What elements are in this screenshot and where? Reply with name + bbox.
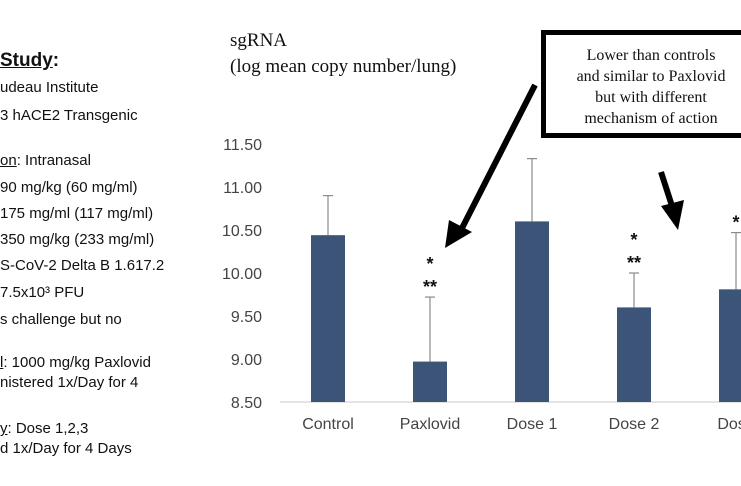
study-line: 175 mg/ml (117 mg/ml) (0, 205, 154, 222)
callout-arrow-shaft (455, 83, 538, 238)
significance-marker: ** (423, 277, 437, 297)
callout-arrow-shaft (658, 171, 675, 207)
callout-line: and similar to Paxlovid (576, 68, 726, 85)
study-line: udeau Institute (0, 79, 99, 96)
study-line: 7.5x10³ PFU (0, 284, 85, 301)
significance-marker: * (426, 254, 433, 274)
x-tick-label: Dose 1 (507, 416, 558, 433)
y-axis-label-units: (log mean copy number/lung) (230, 56, 457, 77)
x-tick-label: Control (302, 416, 354, 433)
y-tick-label: 8.50 (231, 395, 262, 412)
bar (617, 307, 651, 402)
bar (515, 221, 549, 402)
bar (311, 235, 345, 402)
callout-line: mechanism of action (584, 110, 718, 127)
significance-marker: * (630, 230, 637, 250)
study-line: s challenge but no (0, 311, 122, 328)
y-tick-label: 9.50 (231, 309, 262, 326)
y-tick-label: 11.00 (223, 180, 262, 197)
x-tick-label: Paxlovid (400, 416, 460, 433)
callout-arrow-head (661, 200, 684, 230)
study-line: 90 mg/kg (60 mg/ml) (0, 179, 138, 196)
callout-line: Lower than controls (586, 47, 716, 64)
y-tick-label: 11.50 (223, 137, 262, 154)
x-tick-label: Dose 2 (609, 416, 660, 433)
callout-arrow-head (445, 220, 472, 248)
callout-box: Lower than controls and similar to Paxlo… (541, 30, 741, 138)
significance-marker: * (732, 213, 739, 233)
bar (719, 289, 741, 402)
study-details-panel: Study: udeau Institute 3 hACE2 Transgeni… (0, 0, 230, 486)
bar (413, 361, 447, 402)
study-title: Study: (0, 50, 60, 71)
study-line: y: Dose 1,2,3 (0, 420, 89, 437)
y-tick-label: 10.50 (222, 223, 262, 240)
study-line: l: 1000 mg/kg Paxlovid (0, 354, 151, 371)
study-line: 350 mg/kg (233 mg/ml) (0, 231, 155, 248)
x-tick-label: Dose (717, 416, 741, 433)
study-line: S-CoV-2 Delta B 1.617.2 (0, 257, 165, 274)
callout-line: but with different (595, 89, 707, 106)
significance-marker: ** (627, 253, 641, 273)
y-tick-label: 10.00 (222, 266, 262, 283)
y-axis-label: sgRNA (230, 30, 288, 51)
study-line: nistered 1x/Day for 4 (0, 374, 139, 391)
study-line: d 1x/Day for 4 Days (0, 440, 132, 457)
study-line: 3 hACE2 Transgenic (0, 107, 138, 124)
y-tick-label: 9.00 (231, 352, 262, 369)
study-line: on: Intranasal (0, 152, 91, 169)
